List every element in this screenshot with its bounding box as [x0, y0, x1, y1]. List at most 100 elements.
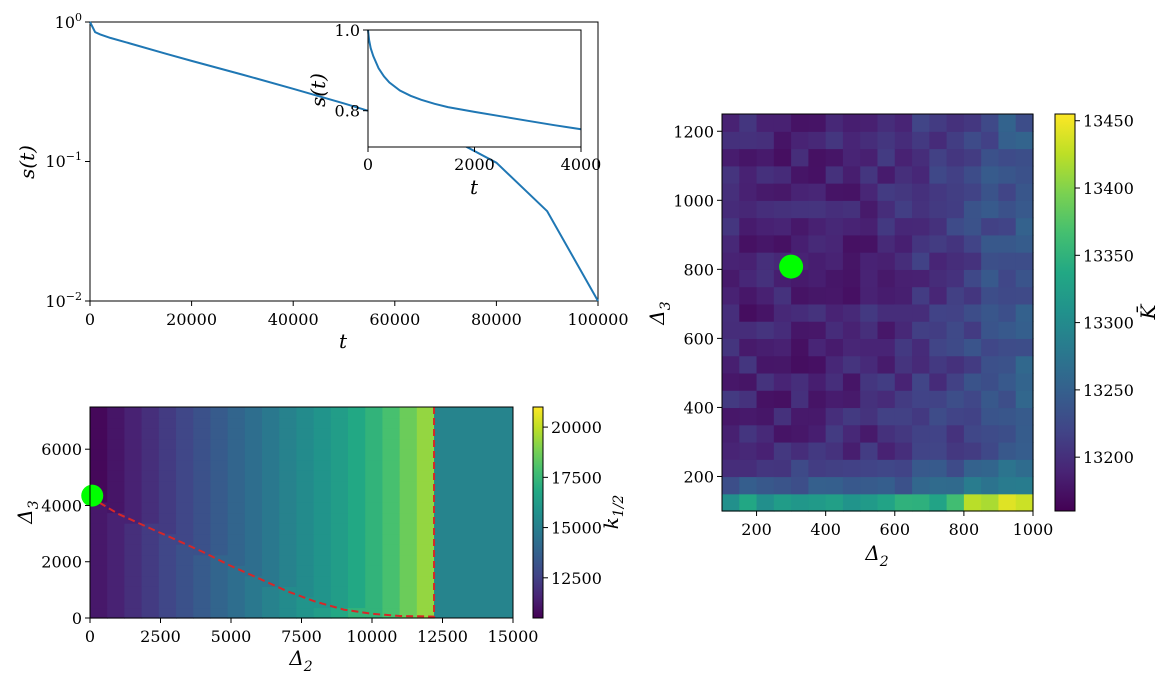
heatmap-cell — [193, 607, 212, 619]
heatmap-cell — [739, 321, 758, 339]
heatmap-cell — [244, 565, 263, 577]
heatmap-cell — [842, 200, 861, 219]
heatmap-cell — [296, 438, 315, 450]
heatmap-cell — [825, 493, 844, 512]
heatmap-cell — [416, 607, 435, 619]
right-xtick-label: 200 — [741, 520, 772, 539]
main-xtick-label: 60000 — [369, 310, 420, 329]
heatmap-cell — [244, 544, 263, 556]
heatmap-cell — [963, 407, 982, 426]
heatmap-cell — [107, 607, 126, 619]
heatmap-cell — [313, 417, 332, 429]
heatmap-cell — [90, 575, 108, 587]
heatmap-cell — [141, 459, 160, 471]
heatmap-cell — [193, 459, 212, 471]
heatmap-cell — [842, 252, 861, 270]
heatmap-cell — [176, 565, 194, 577]
heatmap-cell — [722, 131, 740, 150]
heatmap-cell — [1015, 252, 1034, 270]
heatmap-cell — [262, 449, 280, 461]
heatmap-cell — [1015, 183, 1034, 201]
heatmap-cell — [981, 234, 1000, 253]
heatmap-cell — [107, 491, 126, 503]
heatmap-cell — [912, 217, 930, 236]
heatmap-cell — [825, 114, 844, 132]
heatmap-cell — [773, 183, 792, 201]
heatmap-cell — [176, 417, 194, 429]
heatmap-cell — [808, 407, 827, 426]
heatmap-cell — [860, 476, 879, 495]
heatmap-cell — [262, 512, 280, 524]
heatmap-cell — [912, 269, 930, 288]
heatmap-cell — [262, 554, 280, 566]
heatmap-cell — [176, 533, 194, 545]
heatmap-cell — [244, 523, 263, 535]
heatmap-cell — [244, 554, 263, 566]
heatmap-cell — [773, 217, 792, 236]
heatmap-cell — [296, 533, 315, 545]
main-xtick-label: 40000 — [268, 310, 319, 329]
heatmap-cell — [90, 438, 108, 450]
right-ytick-label: 1000 — [673, 191, 714, 210]
heatmap-cell — [348, 417, 366, 429]
heatmap-cell — [808, 372, 827, 391]
heatmap-cell — [963, 234, 982, 253]
heatmap-cell — [1015, 407, 1034, 426]
heatmap-cell — [842, 390, 861, 409]
heatmap-cell — [739, 303, 758, 322]
heatmap-cell — [210, 449, 229, 461]
heatmap-cell — [756, 183, 775, 201]
heatmap-cell — [296, 586, 315, 598]
heatmap-cell — [262, 438, 280, 450]
heatmap-cell — [929, 114, 948, 132]
heatmap-cell — [279, 459, 298, 471]
inset-xlabel: t — [470, 175, 479, 199]
heatmap-cell — [912, 114, 930, 132]
heatmap-cell — [348, 586, 366, 598]
heatmap-cell — [842, 131, 861, 150]
heatmap-cell — [756, 355, 775, 374]
heatmap-cell — [860, 390, 879, 409]
heatmap-cell — [262, 523, 280, 535]
heatmap-cell — [141, 470, 160, 482]
heatmap-cell — [416, 596, 435, 609]
heatmap-cell — [739, 390, 758, 409]
heatmap-cell — [877, 165, 896, 184]
heatmap-cell — [842, 321, 861, 339]
heatmap-cell — [244, 407, 263, 419]
main-x-ticks: 0 20000 40000 60000 80000 100000 — [85, 301, 629, 329]
left-xtick-label: 2500 — [140, 627, 181, 646]
heatmap-cell — [929, 459, 948, 478]
right-ytick-label: 800 — [683, 260, 714, 279]
heatmap-cell — [158, 491, 177, 503]
right-xtick-label: 800 — [949, 520, 980, 539]
heatmap-cell — [791, 338, 809, 357]
heatmap-cell — [842, 424, 861, 443]
heatmap-cell — [946, 372, 965, 391]
heatmap-cell — [210, 544, 229, 556]
heatmap-cell — [279, 607, 298, 619]
main-plot: 0 20000 40000 60000 80000 100000 100 10−1 10−… — [15, 11, 629, 353]
heatmap-cell — [227, 554, 246, 566]
heatmap-cell — [416, 449, 435, 461]
heatmap-cell — [365, 459, 384, 471]
heatmap-cell — [399, 470, 418, 482]
heatmap-cell — [877, 476, 896, 495]
heatmap-cell — [842, 269, 861, 288]
heatmap-cell — [90, 449, 108, 461]
heatmap-cell — [296, 607, 315, 619]
heatmap-cell — [842, 148, 861, 167]
heatmap-cell — [399, 491, 418, 503]
heatmap-cell — [262, 575, 280, 587]
heatmap-cell — [929, 234, 948, 253]
heatmap-cell — [860, 355, 879, 374]
heatmap-cell — [929, 424, 948, 443]
heatmap-cell — [141, 480, 160, 492]
heatmap-cell — [1015, 476, 1034, 495]
left-xtick-label: 5000 — [211, 627, 252, 646]
heatmap-cell — [981, 252, 1000, 270]
heatmap-cell — [416, 565, 435, 577]
heatmap-cell — [722, 338, 740, 357]
heatmap-cell — [825, 390, 844, 409]
